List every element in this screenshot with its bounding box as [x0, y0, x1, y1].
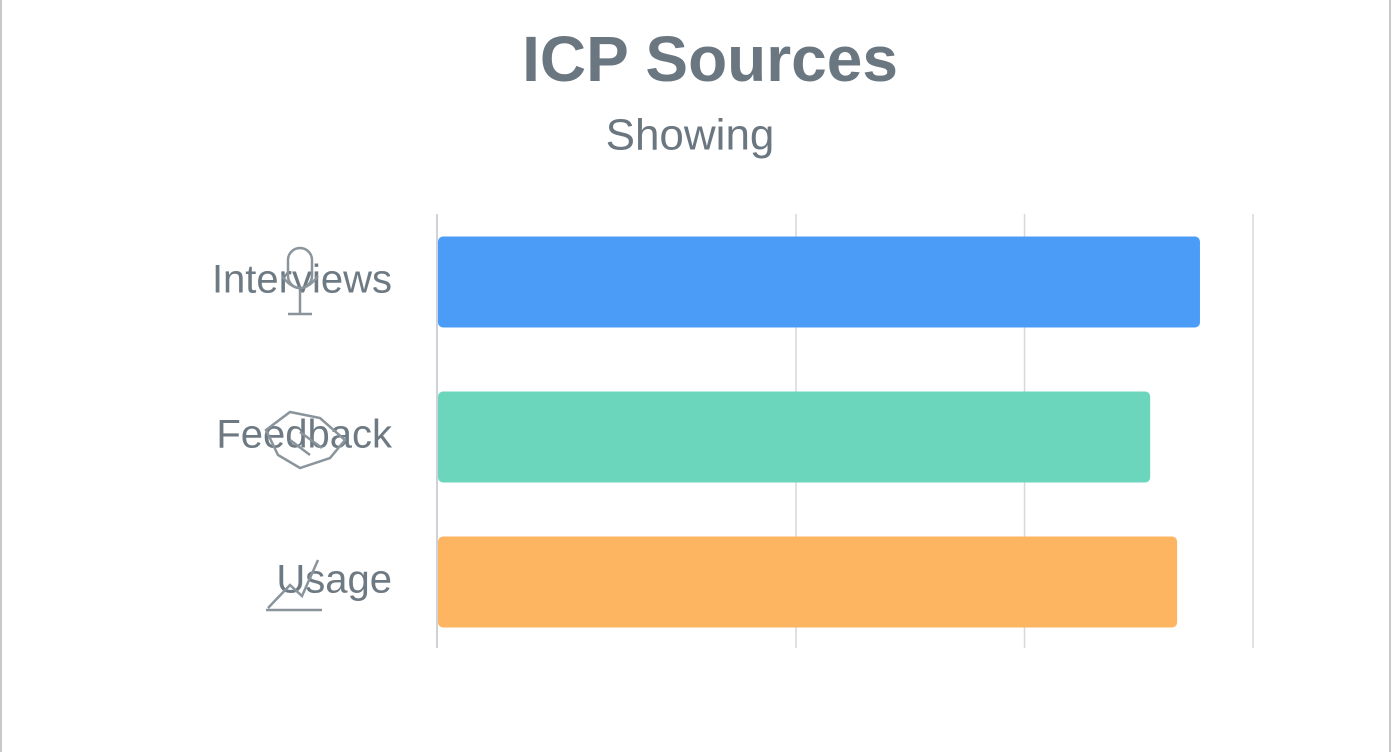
chart-title: ICP Sources — [522, 23, 898, 95]
mic-stand — [281, 275, 319, 316]
category-label: Usage — [276, 558, 392, 602]
icons — [264, 246, 347, 612]
bar — [438, 236, 1200, 328]
bar — [438, 391, 1151, 483]
bar — [438, 536, 1178, 628]
chart-subtitle: Showing — [606, 111, 775, 160]
category-label: Interviews — [212, 258, 392, 302]
usage-icon — [266, 559, 322, 612]
handshake-icon — [264, 410, 347, 470]
